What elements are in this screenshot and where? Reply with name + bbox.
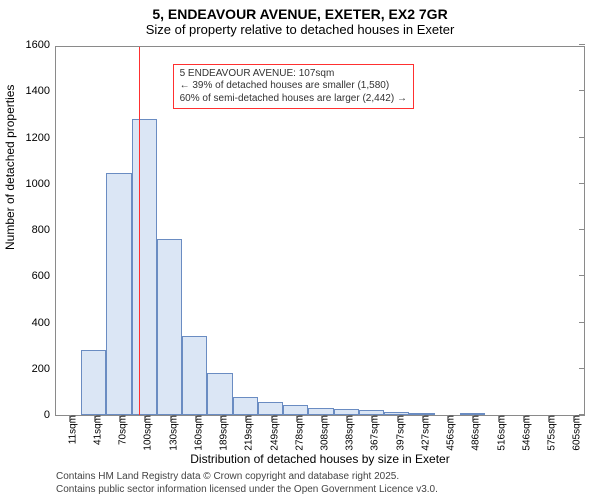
x-tick-label: 278sqm [292, 415, 305, 451]
footer-line-2: Contains public sector information licen… [56, 484, 438, 497]
x-tick-label: 397sqm [393, 415, 406, 451]
y-tick-label: 200 [32, 363, 56, 375]
y-tick-mark [579, 137, 585, 138]
x-tick-label: 338sqm [343, 415, 356, 451]
x-tick-label: 249sqm [267, 415, 280, 451]
x-tick-label: 189sqm [217, 415, 230, 451]
x-tick-label: 367sqm [368, 415, 381, 451]
x-tick-label: 70sqm [116, 415, 129, 445]
y-tick-mark [579, 44, 585, 45]
y-tick-mark [579, 229, 585, 230]
chart-subtitle: Size of property relative to detached ho… [0, 22, 600, 41]
x-tick-label: 486sqm [469, 415, 482, 451]
y-tick-mark [579, 183, 585, 184]
y-axis-label: Number of detached properties [3, 85, 17, 250]
y-tick-mark [579, 275, 585, 276]
x-tick-label: 427sqm [418, 415, 431, 451]
x-tick-label: 456sqm [444, 415, 457, 451]
histogram-bar [81, 350, 106, 415]
x-tick-label: 11sqm [65, 415, 78, 444]
x-axis-label: Distribution of detached houses by size … [20, 452, 600, 466]
footer-attribution: Contains HM Land Registry data © Crown c… [56, 471, 438, 496]
y-tick-label: 400 [32, 317, 56, 329]
chart-title: 5, ENDEAVOUR AVENUE, EXETER, EX2 7GR [0, 0, 600, 22]
x-tick-label: 605sqm [570, 415, 583, 451]
y-tick-label: 1600 [26, 39, 56, 51]
chart-area: 0200400600800100012001400160011sqm41sqm7… [55, 46, 585, 416]
y-tick-mark [579, 90, 585, 91]
y-tick-label: 0 [44, 409, 56, 421]
y-tick-label: 1400 [26, 85, 56, 97]
histogram-bar [106, 173, 131, 415]
histogram-bar [283, 405, 308, 415]
y-tick-mark [579, 322, 585, 323]
callout-box: 5 ENDEAVOUR AVENUE: 107sqm← 39% of detac… [173, 64, 414, 110]
x-tick-label: 160sqm [191, 415, 204, 451]
callout-line: 60% of semi-detached houses are larger (… [180, 93, 407, 106]
x-tick-label: 219sqm [242, 415, 255, 451]
footer-line-1: Contains HM Land Registry data © Crown c… [56, 471, 438, 484]
x-tick-label: 575sqm [545, 415, 558, 451]
x-tick-label: 516sqm [494, 415, 507, 451]
chart-container: 5, ENDEAVOUR AVENUE, EXETER, EX2 7GR Siz… [0, 0, 600, 500]
histogram-bar [258, 402, 283, 415]
highlight-line [139, 47, 140, 415]
histogram-bar [207, 373, 232, 415]
histogram-bar [132, 119, 157, 415]
y-tick-label: 1000 [26, 178, 56, 190]
y-tick-label: 600 [32, 270, 56, 282]
histogram-bar [182, 336, 207, 415]
x-tick-label: 100sqm [141, 415, 154, 451]
y-tick-mark [579, 368, 585, 369]
callout-line: 5 ENDEAVOUR AVENUE: 107sqm [180, 68, 407, 81]
x-tick-label: 308sqm [318, 415, 331, 451]
x-tick-label: 41sqm [90, 415, 103, 445]
histogram-bar [233, 397, 258, 416]
x-tick-label: 130sqm [166, 415, 179, 451]
x-tick-label: 546sqm [519, 415, 532, 451]
plot-area: 0200400600800100012001400160011sqm41sqm7… [55, 46, 585, 416]
callout-line: ← 39% of detached houses are smaller (1,… [180, 80, 407, 93]
histogram-bar [308, 408, 333, 415]
histogram-bar [157, 239, 182, 415]
y-tick-label: 1200 [26, 132, 56, 144]
y-tick-label: 800 [32, 224, 56, 236]
